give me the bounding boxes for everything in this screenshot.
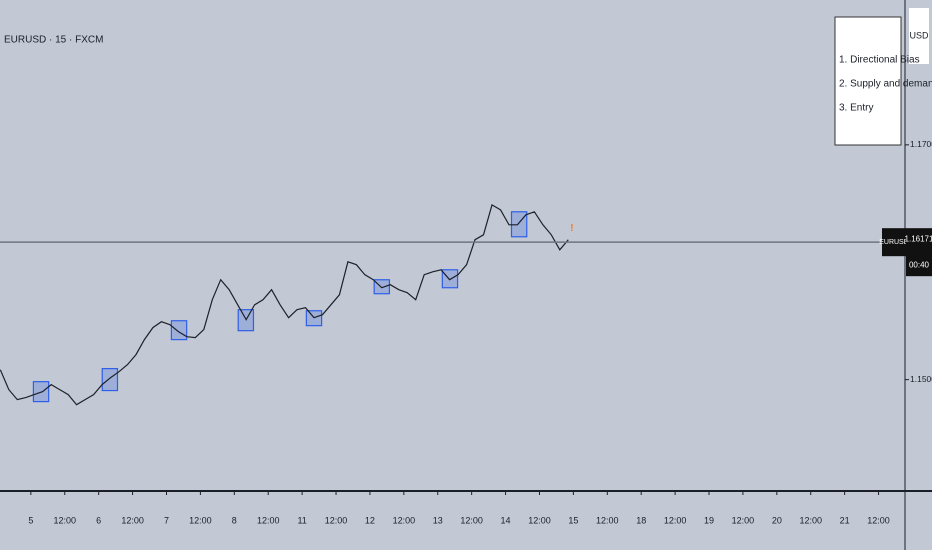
zone [441, 269, 459, 289]
y-tick-label: 1.17000 [910, 139, 932, 149]
x-tick-label: 18 [636, 515, 646, 525]
symbol-tag [882, 228, 906, 257]
x-tick-label: 5 [28, 515, 33, 525]
x-tick-label: 12:00 [189, 515, 212, 525]
x-tick-label: 12 [365, 515, 375, 525]
price-tag-label: 1.16171 [905, 234, 932, 243]
x-tick-label: 7 [164, 515, 169, 525]
note: 2. Supply and demand [839, 79, 932, 90]
currency[interactable]: USD [909, 30, 929, 40]
x-tick-label: 12:00 [121, 515, 144, 525]
x-tick-label: 12:00 [393, 515, 416, 525]
x-tick-label: 21 [840, 515, 850, 525]
x-tick-label: 12:00 [664, 515, 687, 525]
x-tick-label: 12:00 [596, 515, 619, 525]
x-tick-label: 12:00 [257, 515, 280, 525]
x-tick-label: 8 [232, 515, 237, 525]
x-tick-label: 12:00 [732, 515, 755, 525]
x-tick-label: 6 [96, 515, 101, 525]
x-tick-label: 12:00 [460, 515, 483, 525]
chart-title: EURUSD · 15 · FXCM [4, 35, 103, 46]
x-tick-label: 12:00 [325, 515, 348, 525]
notes-box [834, 16, 902, 146]
zone [101, 368, 119, 392]
symbol-tag-label: EURUSD [879, 239, 909, 246]
zone [373, 279, 391, 295]
x-tick-label: 12:00 [528, 515, 551, 525]
alert-marker: ! [570, 223, 573, 234]
x-tick-label: 14 [501, 515, 511, 525]
x-tick-label: 12:00 [53, 515, 76, 525]
note: 3. Entry [839, 103, 873, 114]
countdown: 00:40 [909, 260, 930, 269]
x-tick-label: 12:00 [867, 515, 890, 525]
currency-box[interactable] [909, 8, 929, 64]
x-tick-label: 15 [568, 515, 578, 525]
price-tag [906, 228, 932, 277]
x-tick-label: 11 [297, 515, 306, 525]
x-tick-label: 20 [772, 515, 782, 525]
x-tick-label: 13 [433, 515, 443, 525]
y-tick-label: 1.15000 [910, 374, 932, 384]
note: 1. Directional Bias [839, 55, 920, 66]
x-tick-label: 19 [704, 515, 714, 525]
x-tick-label: 12:00 [799, 515, 822, 525]
zone [170, 320, 188, 341]
price-line [0, 203, 569, 406]
